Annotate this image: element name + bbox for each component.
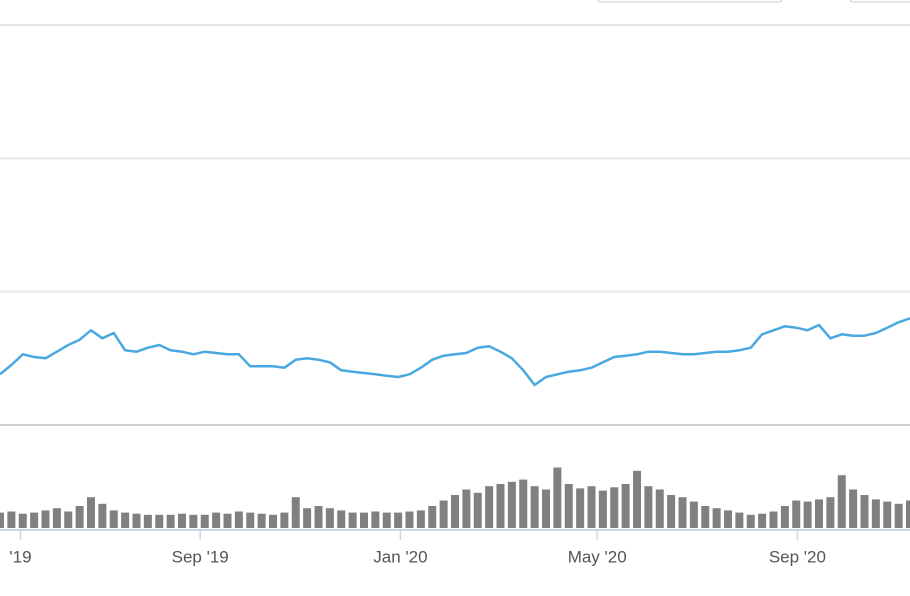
volume-bar (291, 497, 300, 528)
volume-bar (87, 497, 95, 528)
volume-bar (394, 512, 403, 528)
price-line (0, 317, 910, 387)
volume-bar (416, 510, 425, 528)
volume-bar (621, 484, 630, 528)
volume-bar (894, 503, 903, 528)
volume-bar (30, 512, 39, 528)
volume-bar (860, 495, 869, 528)
volume-bar (200, 514, 209, 528)
volume-bar (109, 510, 118, 528)
volume-bar (883, 501, 892, 528)
volume-bar (98, 503, 107, 528)
volume-bar (542, 489, 550, 528)
volume-bar (530, 486, 539, 528)
volume-bar (166, 514, 175, 528)
volume-bar (0, 512, 4, 528)
volume-bar (382, 512, 391, 528)
volume-bar (507, 481, 516, 528)
volume-bar (303, 508, 312, 528)
range-button[interactable] (849, 0, 910, 3)
volume-bar (234, 511, 243, 528)
volume-bar (405, 511, 414, 528)
volume-bar (792, 500, 801, 528)
volume-bar (337, 510, 346, 528)
x-tick-label: May '20 (568, 547, 627, 566)
volume-bar (314, 506, 323, 528)
x-tick-label: Sep '20 (769, 547, 826, 566)
volume-bar (371, 511, 380, 528)
volume-bar (7, 511, 16, 528)
volume-bar (746, 514, 755, 528)
volume-bar (75, 506, 84, 528)
volume-bar (849, 489, 858, 528)
volume-bar (519, 479, 528, 528)
volume-bar (735, 512, 744, 528)
volume-bar (246, 512, 255, 528)
x-tick-label: Jan '20 (373, 547, 427, 566)
volume-bar (41, 510, 50, 528)
volume-bar (678, 497, 687, 528)
volume-bar (826, 497, 835, 528)
volume-bar (667, 495, 676, 528)
volume-bar (132, 513, 141, 528)
volume-bar (143, 514, 152, 528)
volume-bar (780, 506, 789, 528)
volume-bar (439, 500, 448, 528)
volume-bar (360, 512, 368, 528)
volume-bar (633, 470, 641, 528)
volume-bar (712, 508, 721, 528)
volume-bar (462, 489, 471, 528)
volume-bar (689, 501, 698, 528)
volume-bar (485, 486, 494, 528)
volume-bar (724, 510, 732, 528)
volume-bar (906, 500, 910, 528)
volume-bar (52, 508, 61, 528)
volume-bar (189, 514, 198, 528)
volume-bar (553, 467, 562, 528)
volume-bar (644, 486, 653, 528)
volume-bar (701, 506, 710, 528)
volume-bar (451, 495, 459, 528)
volume-bar (64, 511, 73, 528)
volume-bar (18, 513, 27, 528)
volume-bar (758, 513, 767, 528)
volume-bar (837, 475, 846, 528)
volume-bar (155, 514, 164, 528)
volume-bar (223, 513, 232, 528)
volume-bar (598, 490, 607, 528)
volume-bar (769, 511, 778, 528)
volume-bar (428, 506, 437, 528)
x-tick-label: Sep '19 (172, 547, 229, 566)
volume-bar (803, 501, 812, 528)
volume-bar (121, 512, 130, 528)
volume-bar (655, 489, 664, 528)
volume-bar (610, 487, 619, 528)
volume-bar (871, 499, 880, 528)
volume-bar (815, 499, 823, 528)
volume-bar (496, 484, 505, 528)
volume-bar (178, 513, 186, 528)
volume-bar (269, 514, 277, 528)
volume-bar (280, 512, 289, 528)
volume-bar (576, 488, 585, 528)
volume-bar (564, 484, 573, 528)
volume-bar (587, 486, 596, 528)
volume-bar (473, 492, 482, 528)
volume-bar (348, 512, 357, 528)
x-tick-label: '19 (9, 547, 31, 566)
volume-bar (257, 513, 266, 528)
volume-bar (325, 508, 334, 528)
range-button[interactable] (597, 0, 783, 3)
volume-bar (212, 512, 221, 528)
